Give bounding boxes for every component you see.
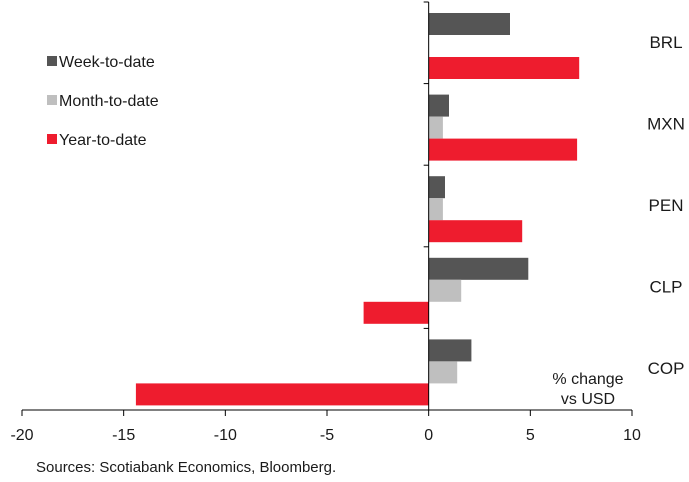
bar-clp-week-to-date [428, 257, 529, 280]
bar-cop-month-to-date [428, 361, 458, 384]
x-tick-label: -5 [320, 427, 334, 444]
source-note: Sources: Scotiabank Economics, Bloomberg… [36, 459, 336, 476]
legend-label: Month-to-date [59, 93, 159, 110]
legend-swatch [47, 134, 57, 144]
category-label-clp: CLP [649, 278, 682, 297]
category-label-pen: PEN [649, 196, 684, 215]
legend-swatch [47, 56, 57, 66]
legend: Week-to-date Month-to-date Year-to-date [47, 54, 159, 149]
category-label-brl: BRL [649, 33, 682, 52]
bar-pen-month-to-date [428, 198, 443, 221]
bar-brl-week-to-date [428, 13, 510, 35]
bar-pen-year-to-date [428, 220, 523, 243]
bars-group [135, 13, 580, 406]
bar-cop-week-to-date [428, 339, 472, 362]
bar-mxn-year-to-date [428, 138, 578, 161]
axes-group: -20 -15 -10 -5 0 5 10 BRL MXN PEN CLP COP [10, 1, 685, 444]
x-tick-label: -15 [112, 427, 135, 444]
annotation-line-2: vs USD [561, 391, 615, 408]
bar-mxn-month-to-date [428, 116, 443, 139]
annotation-line-1: % change [552, 371, 623, 388]
bar-clp-year-to-date [363, 301, 429, 324]
bar-pen-week-to-date [428, 176, 445, 199]
legend-swatch [47, 95, 57, 105]
category-label-cop: COP [648, 359, 685, 378]
x-tick-label: -20 [10, 427, 33, 444]
x-tick-label: 0 [424, 427, 433, 444]
category-label-mxn: MXN [647, 114, 685, 133]
x-tick-label: 10 [623, 427, 641, 444]
bar-mxn-week-to-date [428, 94, 449, 117]
bar-cop-year-to-date [135, 383, 429, 406]
x-tick-label: 5 [526, 427, 535, 444]
legend-label: Week-to-date [59, 54, 155, 71]
bar-clp-month-to-date [428, 279, 462, 302]
bar-brl-year-to-date [428, 57, 580, 79]
legend-label: Year-to-date [59, 132, 147, 149]
x-tick-label: -10 [214, 427, 237, 444]
